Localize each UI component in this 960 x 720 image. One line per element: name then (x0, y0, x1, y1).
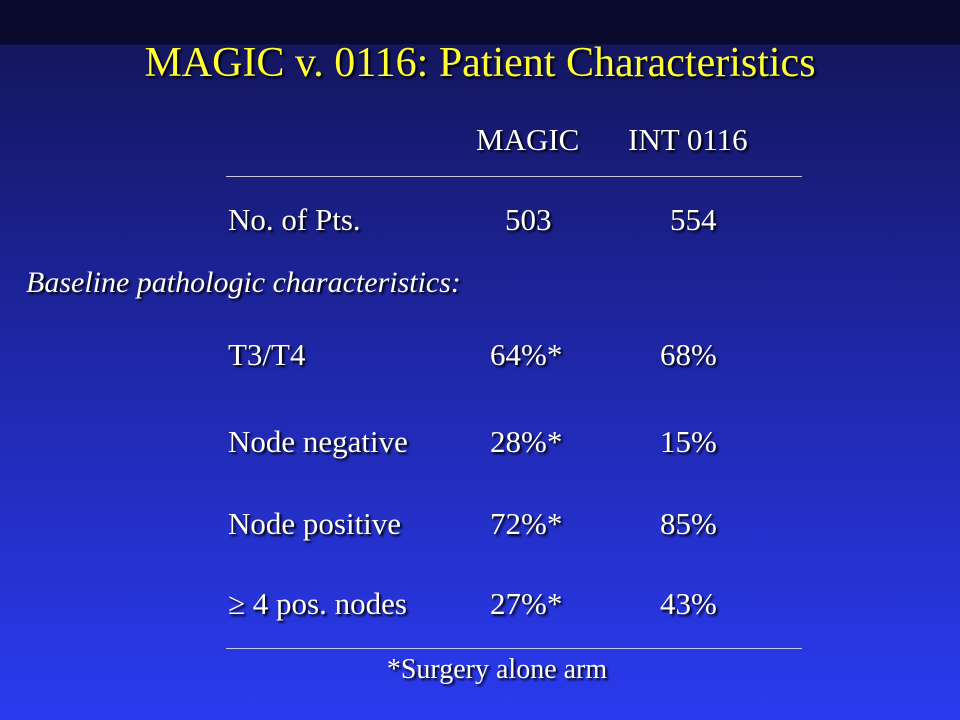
row-label: ≥ 4 pos. nodes (228, 586, 407, 621)
cell: 28%* (490, 424, 563, 459)
cell: 15% (660, 424, 717, 459)
cell: 68% (660, 337, 717, 372)
row-label: Node positive (228, 506, 402, 541)
cell: 85% (660, 506, 717, 541)
column-header: INT 0116 (628, 122, 748, 157)
cell: 43% (660, 586, 717, 621)
cell: 554 (670, 202, 717, 237)
section-label: Baseline pathologic characteristics: (26, 266, 461, 299)
row-label: Node negative (228, 424, 408, 459)
row-label: T3/T4 (228, 337, 306, 372)
cell: 72%* (490, 506, 563, 541)
cell: 27%* (490, 586, 563, 621)
rule (226, 176, 802, 177)
row-label: No. of Pts. (228, 202, 361, 237)
footnote: *Surgery alone arm (386, 654, 608, 685)
slide-title: MAGIC v. 0116: Patient Characteristics (144, 40, 816, 86)
rule (226, 648, 802, 649)
cell: 64%* (490, 337, 563, 372)
column-header: MAGIC (476, 122, 580, 157)
cell: 503 (505, 202, 552, 237)
